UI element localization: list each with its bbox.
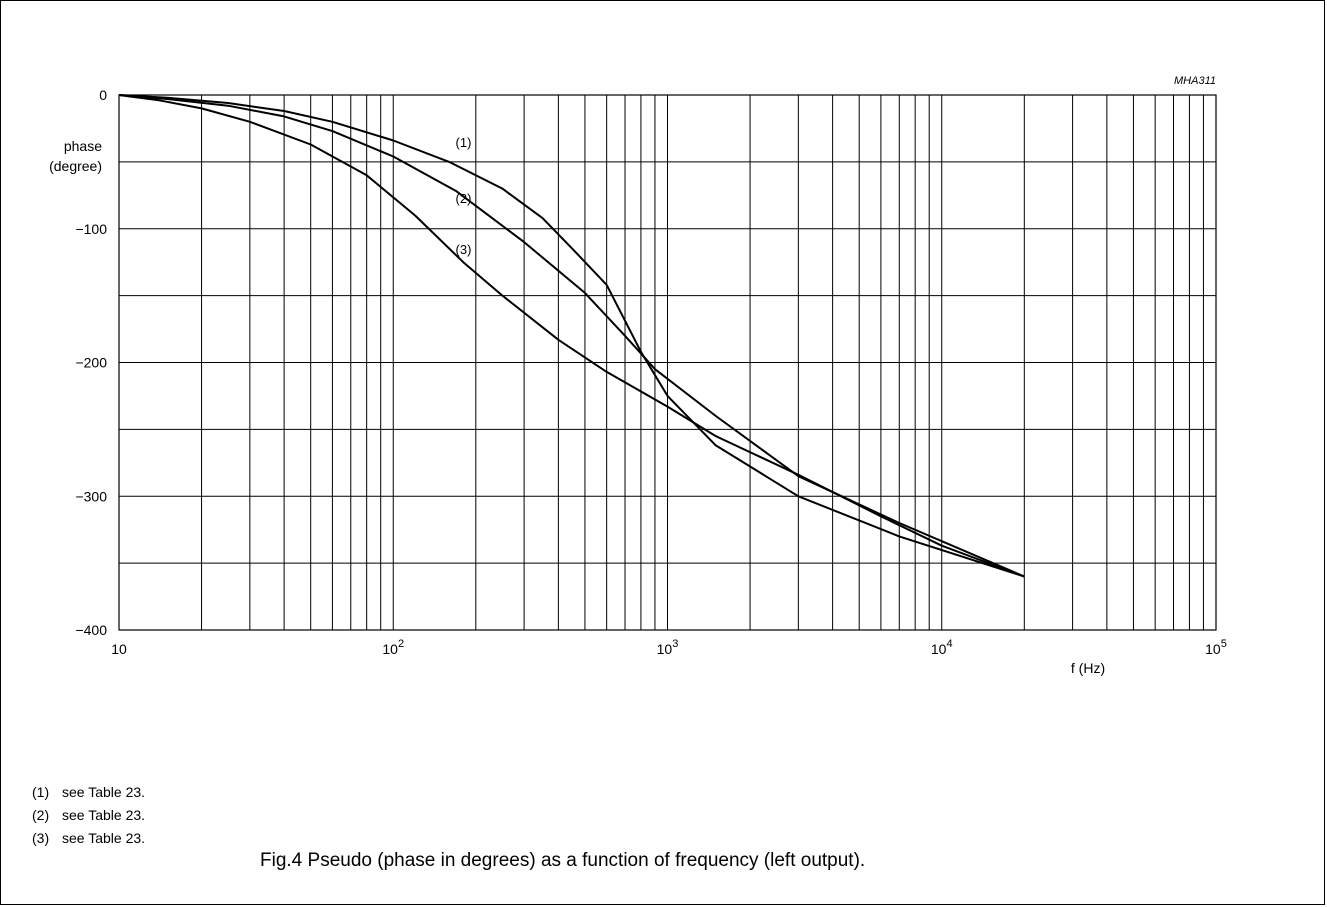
- y-tick-label: −200: [75, 355, 107, 371]
- footnotes: (1) see Table 23. (2) see Table 23. (3) see…: [32, 781, 145, 850]
- footnote-number: (3): [32, 830, 50, 846]
- x-tick-label: 105: [1205, 638, 1227, 657]
- x-tick-label: 10: [111, 641, 127, 657]
- footnote-3: (3) see Table 23.: [32, 827, 145, 850]
- footnote-text: see Table 23.: [62, 830, 146, 846]
- figure-code: MHA311: [1174, 75, 1216, 87]
- plot-border: [118, 94, 1217, 631]
- footnote-text: see Table 23.: [62, 807, 146, 823]
- y-axis-label: phase: [64, 138, 102, 154]
- footnote-2: (2) see Table 23.: [32, 804, 145, 827]
- curve-label-3: (3): [456, 242, 472, 257]
- figure-caption: Fig.4 Pseudo (phase in degrees) as a fun…: [260, 850, 866, 871]
- x-tick-label: 102: [382, 638, 404, 657]
- x-axis-label: f (Hz): [1071, 660, 1105, 676]
- y-tick-label: 0: [99, 87, 107, 103]
- y-axis-label-unit: (degree): [49, 158, 102, 174]
- curve-label-2: (2): [456, 191, 472, 206]
- series-line-1: [118, 94, 1025, 578]
- y-tick-label: −300: [75, 488, 107, 504]
- footnote-text: see Table 23.: [62, 784, 146, 800]
- x-tick-label: 103: [657, 638, 679, 657]
- curve-label-1: (1): [456, 135, 472, 150]
- y-tick-label: −400: [75, 622, 107, 638]
- series-line-2: [118, 94, 1025, 578]
- footnote-number: (2): [32, 807, 50, 823]
- footnote-number: (1): [32, 784, 50, 800]
- y-tick-label: −100: [75, 221, 107, 237]
- footnote-1: (1) see Table 23.: [32, 781, 145, 804]
- series-line-3: [118, 94, 1025, 578]
- x-tick-label: 104: [931, 638, 953, 657]
